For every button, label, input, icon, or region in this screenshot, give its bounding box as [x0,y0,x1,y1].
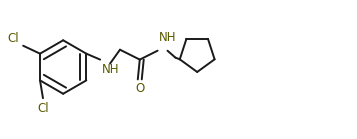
Text: NH: NH [159,31,176,44]
Text: O: O [135,82,144,95]
Text: Cl: Cl [37,102,49,115]
Text: Cl: Cl [7,32,19,45]
Text: NH: NH [102,63,120,76]
